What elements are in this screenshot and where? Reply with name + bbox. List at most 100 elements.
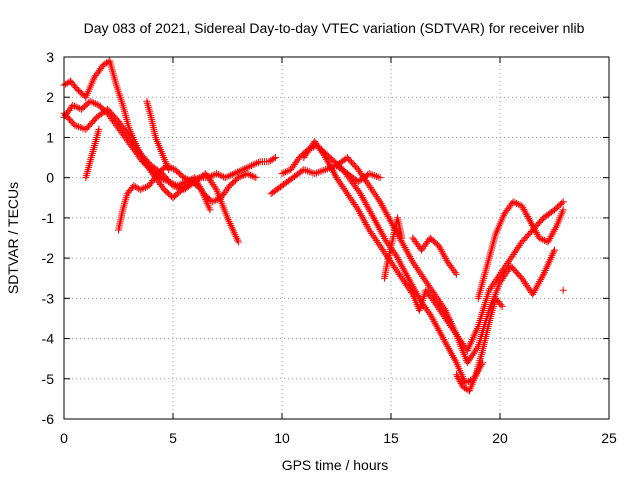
data-point-marker [545, 236, 553, 244]
data-point-marker [205, 175, 213, 183]
data-point-marker [552, 224, 560, 232]
data-point-marker [520, 205, 528, 213]
data-point-marker [364, 204, 372, 212]
data-point-marker [234, 238, 242, 246]
data-point-marker [448, 350, 456, 358]
data-point-marker [361, 219, 369, 227]
data-point-marker [378, 229, 386, 237]
data-point-marker [340, 184, 348, 192]
data-point-marker [526, 216, 534, 224]
data-point-marker [467, 353, 475, 361]
x-tick-label: 0 [60, 430, 68, 446]
data-point-marker [375, 224, 383, 232]
data-point-marker [440, 305, 448, 313]
data-point-marker [370, 189, 378, 197]
data-point-marker [373, 220, 381, 228]
data-point-marker [210, 197, 218, 205]
data-point-marker [348, 197, 356, 205]
data-point-marker [539, 272, 547, 280]
data-point-marker [406, 277, 414, 285]
data-point-marker [346, 193, 354, 201]
data-point-marker [425, 281, 433, 289]
y-tick-label: -1 [42, 210, 55, 226]
data-point-marker [358, 213, 366, 221]
data-point-marker [75, 123, 83, 131]
data-point-marker [383, 211, 391, 219]
data-point-marker [409, 258, 417, 266]
data-point-marker [438, 332, 446, 340]
y-axis-label: SDTVAR / TECUs [5, 182, 21, 294]
data-point-marker [357, 211, 365, 219]
data-point-marker [497, 268, 505, 276]
data-point-marker [91, 100, 99, 108]
data-point-marker [349, 199, 357, 207]
data-point-marker [366, 228, 374, 236]
series-track-c [60, 105, 242, 246]
data-point-marker [140, 184, 148, 192]
axis-ticks: 0 5 10 15 20 25 -6 -5 -4 -3 -2 -1 0 1 2 3 [42, 49, 617, 446]
data-point-marker [435, 306, 443, 314]
data-point-marker [363, 202, 371, 210]
data-point-marker [398, 274, 406, 282]
data-point-marker [535, 234, 543, 242]
data-point-marker [300, 154, 308, 162]
data-point-marker [253, 159, 261, 167]
data-point-marker [401, 268, 409, 276]
data-point-marker [311, 137, 319, 145]
data-point-marker [550, 227, 558, 235]
data-point-marker [312, 139, 320, 147]
data-point-marker [416, 269, 424, 277]
data-point-marker [357, 169, 365, 177]
data-point-marker [469, 350, 477, 358]
data-point-marker [360, 197, 368, 205]
data-point-marker [444, 343, 452, 351]
data-point-marker [418, 272, 426, 280]
data-point-marker [142, 183, 150, 191]
data-point-marker [432, 321, 440, 329]
data-point-marker [392, 265, 400, 273]
data-point-marker [558, 199, 566, 207]
x-axis-label: GPS time / hours [282, 457, 389, 473]
data-point-marker [494, 274, 502, 282]
data-point-marker [490, 279, 498, 287]
data-point-marker [375, 196, 383, 204]
data-point-marker [532, 285, 540, 293]
data-point-marker [209, 171, 217, 179]
data-point-marker [133, 144, 141, 152]
data-point-marker [234, 174, 242, 182]
data-point-marker [303, 167, 311, 175]
data-point-marker [129, 139, 137, 147]
data-point-marker [209, 180, 217, 188]
data-point-marker [403, 272, 411, 280]
data-point-marker [379, 203, 387, 211]
data-point-marker [359, 173, 367, 181]
data-point-marker [116, 119, 124, 127]
data-point-marker [380, 205, 388, 213]
data-point-marker [242, 164, 250, 172]
data-point-marker [426, 310, 434, 318]
data-point-marker [522, 209, 530, 217]
data-point-marker [345, 192, 353, 200]
data-point-marker [240, 171, 248, 179]
data-point-marker [407, 279, 415, 287]
x-tick-label: 10 [274, 430, 290, 446]
data-point-marker [447, 348, 455, 356]
data-point-marker [377, 227, 385, 235]
data-point-marker [437, 299, 445, 307]
data-point-marker [356, 190, 364, 198]
data-point-marker [300, 166, 308, 174]
data-point-marker [471, 348, 479, 356]
chart-title: Day 083 of 2021, Sidereal Day-to-day VTE… [84, 20, 585, 36]
data-point-marker [402, 280, 410, 288]
data-point-marker [371, 235, 379, 243]
data-point-marker [70, 102, 78, 110]
data-point-marker [442, 255, 450, 263]
data-point-marker [86, 97, 94, 105]
data-point-marker [354, 206, 362, 214]
data-point-marker [353, 204, 361, 212]
data-point-marker [251, 160, 259, 168]
data-point-marker [488, 283, 496, 291]
data-point-marker [368, 230, 376, 238]
data-point-marker [247, 171, 255, 179]
data-point-marker [428, 287, 436, 295]
